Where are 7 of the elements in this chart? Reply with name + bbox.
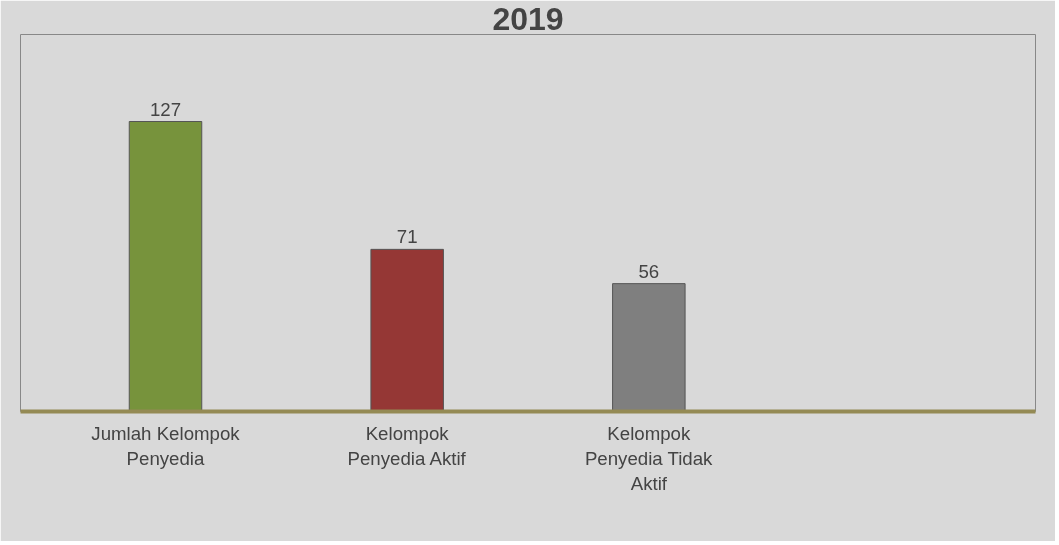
chart-title: 2019 — [492, 0, 564, 37]
x-tick-label: Kelompok Penyedia Tidak Aktif — [584, 422, 714, 494]
x-tick-label: Kelompok Penyedia Aktif — [347, 422, 467, 469]
data-label: 71 — [396, 226, 418, 248]
data-label: 127 — [149, 98, 182, 120]
x-tick-label: Jumlah Kelompok Penyedia — [91, 422, 241, 469]
data-label: 56 — [638, 260, 660, 282]
